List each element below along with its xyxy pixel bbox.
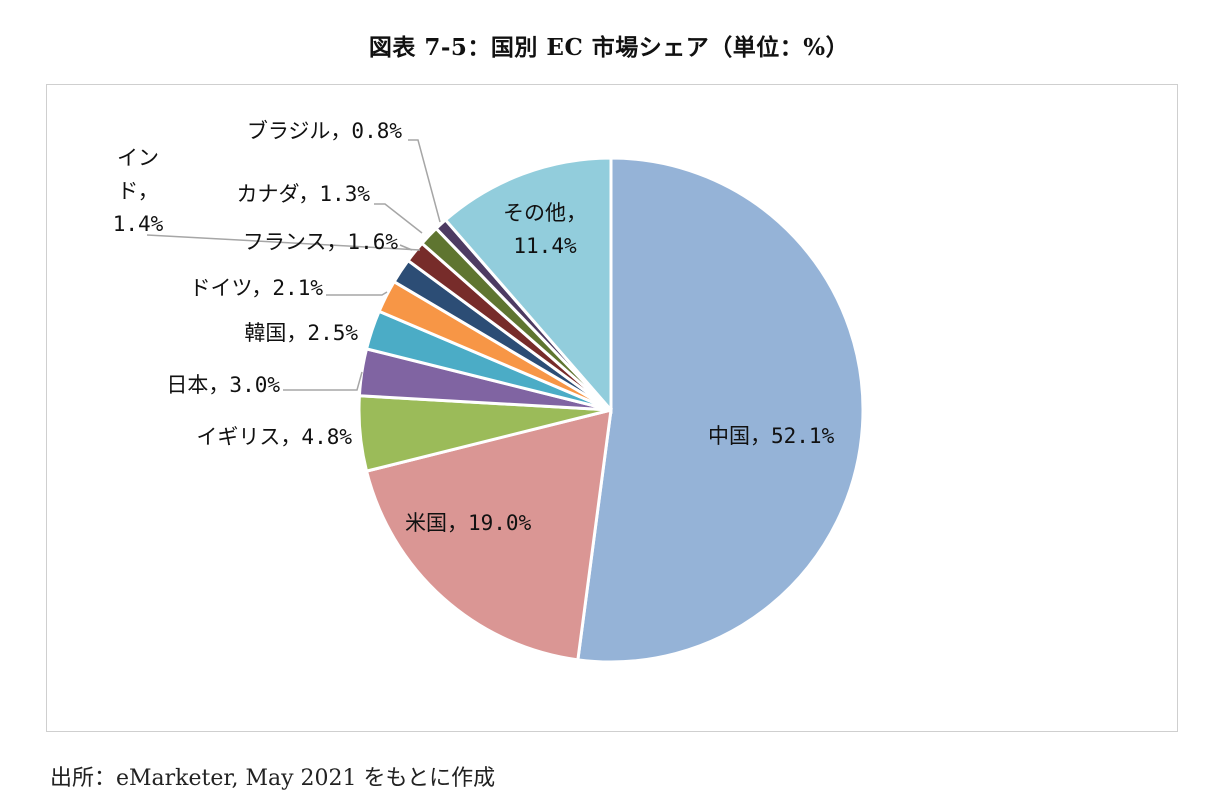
pie-slice [364,408,613,662]
slice-label: ブラジル，0.8% [247,119,403,143]
leader-line [374,203,423,234]
leader-line [326,291,388,296]
slice-label: ドイツ，2.1% [189,276,323,300]
slice-label: フランス，1.6% [243,230,399,254]
slice-label: カナダ，1.3% [236,182,370,206]
slice-label: 日本，3.0% [166,373,280,397]
leader-line [146,234,421,251]
slice-label: 中国，52.1% [708,424,835,448]
pie-slice [576,156,865,664]
slice-label: 米国，19.0% [405,511,532,535]
slice-label: イギリス，4.8% [196,425,352,449]
slice-label: インド， 1.4% [113,146,164,236]
leader-line [408,139,441,223]
slice-label: その他， 11.4% [503,201,587,258]
chart-title: 図表 7-5：国別 EC 市場シェア（単位：%） [368,34,850,61]
leader-line [283,371,363,391]
chart-frame [46,84,1178,732]
pie-slice [443,156,613,415]
source-note: 出所：eMarketer, May 2021 をもとに作成 [50,766,496,791]
slice-label: 韓国，2.5% [244,321,358,345]
